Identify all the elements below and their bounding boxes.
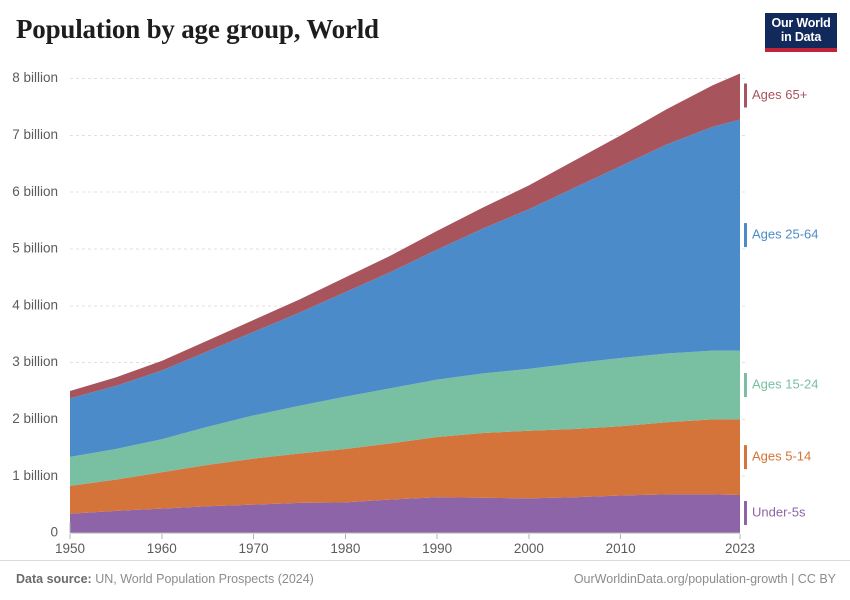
- y-tick-label: 1 billion: [12, 468, 58, 483]
- y-tick-label: 2 billion: [12, 411, 58, 426]
- page-title: Population by age group, World: [16, 14, 379, 44]
- y-tick-label: 4 billion: [12, 297, 58, 312]
- series-label-marker: [744, 373, 747, 398]
- x-tick-label: 1950: [55, 541, 85, 556]
- x-tick-label: 2000: [514, 541, 544, 556]
- area-series-under-5s[interactable]: [70, 494, 740, 533]
- y-tick-label: 8 billion: [12, 70, 58, 85]
- y-tick-label: 7 billion: [12, 127, 58, 142]
- attribution-link[interactable]: OurWorldinData.org/population-growth | C…: [573, 572, 836, 586]
- series-label-marker: [744, 223, 747, 248]
- series-label-marker: [744, 83, 747, 108]
- area-series-group: [70, 73, 740, 533]
- x-axis-ticks: 1950 1960 1970 1980 1990 2000 2010 2023: [55, 534, 755, 556]
- series-label-ages-5-14[interactable]: Ages 5-14: [752, 449, 811, 464]
- data-source-text: UN, World Population Prospects (2024): [95, 572, 314, 586]
- series-label-ages-15-24[interactable]: Ages 15-24: [752, 376, 819, 391]
- series-label-under-5s[interactable]: Under-5s: [752, 504, 806, 519]
- data-source: Data source: UN, World Population Prospe…: [16, 572, 314, 586]
- chart-plot-area: 0 1 billion 2 billion 3 billion 4 billion 5 b…: [0, 62, 850, 560]
- series-label-ages-65[interactable]: Ages 65+: [752, 87, 807, 102]
- x-tick-label: 1960: [147, 541, 177, 556]
- y-tick-label: 3 billion: [12, 354, 58, 369]
- axis-lines: [69, 523, 740, 534]
- series-label-marker: [744, 501, 747, 525]
- x-tick-label: 2023: [725, 541, 755, 556]
- area-series-ages-25-64[interactable]: [70, 119, 740, 457]
- x-tick-label: 1980: [330, 541, 360, 556]
- data-source-label: Data source:: [16, 572, 92, 586]
- series-label-marker: [744, 445, 747, 470]
- owid-logo-line2: in Data: [780, 29, 822, 44]
- series-label-ages-25-64[interactable]: Ages 25-64: [752, 227, 819, 242]
- y-tick-label: 5 billion: [12, 241, 58, 256]
- y-tick-label: 6 billion: [12, 184, 58, 199]
- chart-header: Population by age group, World Our World…: [0, 0, 850, 62]
- area-series-ages-65[interactable]: [70, 73, 740, 399]
- y-axis-ticks: 0 1 billion 2 billion 3 billion 4 billion 5 b…: [12, 70, 58, 539]
- chart-footer: Data source: UN, World Population Prospe…: [0, 560, 850, 600]
- owid-logo-line1: Our World: [771, 16, 831, 30]
- series-labels: Under-5s Ages 5-14 Ages 15-24 Ages 25-64 Age…: [744, 83, 819, 525]
- stacked-area-chart: 0 1 billion 2 billion 3 billion 4 billion 5 b…: [12, 70, 819, 556]
- x-tick-label: 2010: [606, 541, 636, 556]
- area-series-ages-15-24[interactable]: [70, 350, 740, 486]
- owid-logo[interactable]: Our World in Data: [765, 13, 837, 52]
- y-tick-label: 0: [50, 525, 58, 540]
- x-tick-label: 1990: [422, 541, 452, 556]
- x-tick-label: 1970: [239, 541, 269, 556]
- area-series-ages-5-14[interactable]: [70, 419, 740, 514]
